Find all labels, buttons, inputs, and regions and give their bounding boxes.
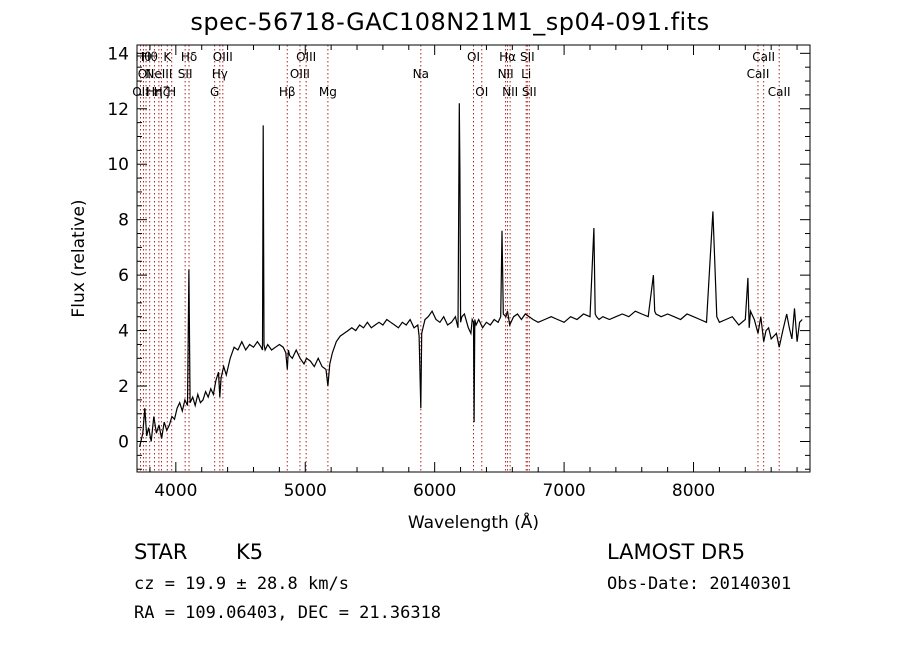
line-label: Hα	[499, 50, 516, 64]
y-tick-label: 8	[118, 211, 129, 231]
line-label: NII	[498, 67, 514, 81]
object-subclass: K5	[236, 540, 264, 564]
y-axis-label: Flux (relative)	[69, 199, 89, 317]
y-tick-label: 14	[107, 44, 129, 64]
line-label: Li	[521, 67, 531, 81]
line-label: Hζ	[154, 85, 170, 99]
line-label: NII	[502, 85, 518, 99]
line-label: H	[167, 85, 176, 99]
object-class: STAR	[134, 540, 188, 564]
plot-frame	[136, 44, 811, 473]
y-tick-label: 2	[118, 377, 129, 397]
line-label: OII	[132, 85, 149, 99]
x-tick-label: 8000	[672, 481, 715, 501]
line-label: OI	[467, 50, 480, 64]
spectrum-line	[139, 103, 803, 448]
line-label: Mg	[319, 85, 337, 99]
x-tick-label: 7000	[542, 481, 585, 501]
line-label: OIII	[290, 67, 310, 81]
x-tick-label: 6000	[413, 481, 456, 501]
y-tick-label: 10	[107, 155, 129, 175]
chart-title: spec-56718-GAC108N21M1_sp04-091.fits	[190, 8, 710, 36]
y-tick-label: 6	[118, 266, 129, 286]
line-label: SII	[178, 67, 193, 81]
line-label: SII	[520, 50, 535, 64]
y-tick-label: 12	[107, 100, 129, 120]
observation-date: Obs-Date: 20140301	[607, 574, 792, 594]
line-label: CaII	[752, 50, 775, 64]
line-label: OIII	[213, 50, 233, 64]
line-label: OI	[475, 85, 488, 99]
line-label: Hδ	[181, 50, 197, 64]
line-label: CaII	[768, 85, 791, 99]
line-label: G	[210, 85, 219, 99]
line-label: NeIII	[145, 67, 172, 81]
line-label: SII	[522, 85, 537, 99]
line-label: Hβ	[279, 85, 296, 99]
x-tick-label: 4000	[154, 481, 197, 501]
x-tick-label: 5000	[284, 481, 327, 501]
line-label: CaII	[747, 67, 770, 81]
y-tick-label: 0	[118, 433, 129, 453]
line-label: OII	[138, 67, 155, 81]
line-label: Na	[413, 67, 429, 81]
x-axis-label: Wavelength (Å)	[408, 511, 539, 533]
line-label: Hγ	[212, 67, 228, 81]
y-tick-label: 4	[118, 322, 129, 342]
line-label: Hη	[146, 85, 163, 99]
line-label: Hθ	[141, 50, 157, 64]
coordinates: RA = 109.06403, DEC = 21.36318	[134, 603, 442, 623]
line-label: K	[163, 50, 172, 64]
survey-name: LAMOST DR5	[607, 540, 746, 564]
redshift-value: cz = 19.9 ± 28.8 km/s	[134, 574, 349, 594]
line-label: OIII	[296, 50, 316, 64]
